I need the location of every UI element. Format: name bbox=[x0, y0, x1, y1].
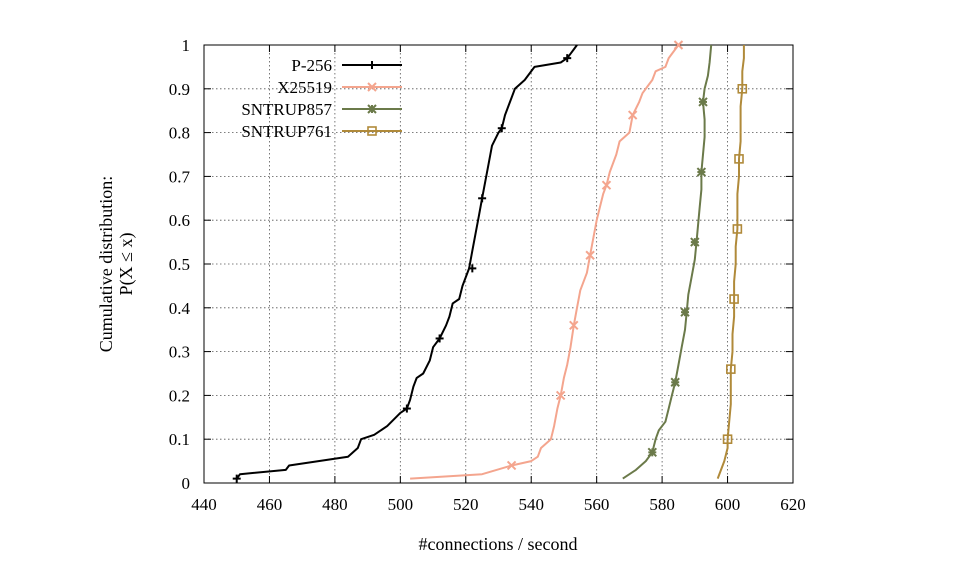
data-point bbox=[497, 124, 506, 133]
data-point bbox=[673, 40, 684, 50]
data-point bbox=[722, 434, 733, 445]
data-point bbox=[435, 334, 444, 343]
legend-label: X25519 bbox=[277, 78, 332, 97]
y-tick-label: 0.1 bbox=[169, 430, 190, 449]
y-tick-labels: 0 0.1 0.2 0.3 0.4 0.5 0.6 0.7 0.8 0.9 1 bbox=[169, 36, 191, 493]
data-point bbox=[569, 320, 579, 331]
y-tick-label: 0.4 bbox=[169, 299, 191, 318]
data-point bbox=[698, 97, 708, 107]
data-point bbox=[402, 404, 411, 413]
y-tick-label: 0.8 bbox=[169, 124, 190, 143]
data-point bbox=[732, 224, 743, 234]
legend: P-256 X25519 SNTRUP857 SNTRUP761 bbox=[241, 56, 402, 141]
x-tick-label: 580 bbox=[649, 495, 675, 514]
legend-label: P-256 bbox=[291, 56, 332, 75]
data-point bbox=[627, 110, 638, 120]
legend-label: SNTRUP857 bbox=[241, 100, 332, 119]
y-tick-label: 1 bbox=[182, 36, 191, 55]
x-tick-label: 520 bbox=[453, 495, 479, 514]
series-line bbox=[410, 44, 680, 480]
data-point bbox=[555, 390, 566, 401]
series-line bbox=[235, 44, 578, 480]
data-point bbox=[585, 250, 595, 260]
series-sntrup857 bbox=[622, 44, 713, 480]
y-axis-label: Cumulative distribution: P(X ≤ x) bbox=[96, 176, 137, 353]
x-axis-label: #connections / second bbox=[419, 534, 578, 554]
data-point bbox=[726, 364, 736, 374]
data-point bbox=[367, 126, 377, 136]
data-point bbox=[670, 377, 680, 387]
y-tick-label: 0 bbox=[182, 474, 191, 493]
x-tick-label: 460 bbox=[257, 495, 283, 514]
x-tick-label: 540 bbox=[518, 495, 544, 514]
series-p-256 bbox=[232, 44, 578, 483]
series-group bbox=[232, 40, 748, 483]
series-line bbox=[716, 45, 745, 479]
legend-entry: SNTRUP857 bbox=[241, 100, 402, 119]
data-point bbox=[696, 167, 707, 177]
x-tick-label: 620 bbox=[780, 495, 806, 514]
data-point bbox=[367, 82, 377, 92]
y-tick-label: 0.2 bbox=[169, 386, 190, 405]
data-point bbox=[680, 307, 690, 317]
y-tick-label: 0.3 bbox=[169, 343, 190, 362]
x-tick-label: 600 bbox=[715, 495, 741, 514]
data-point bbox=[690, 237, 700, 247]
y-tick-label: 0.5 bbox=[169, 255, 190, 274]
x-tick-label: 440 bbox=[191, 495, 217, 514]
legend-entry: P-256 bbox=[291, 56, 402, 75]
data-point bbox=[232, 474, 241, 483]
axis-ticks bbox=[203, 44, 794, 484]
data-point bbox=[468, 264, 477, 273]
data-point bbox=[737, 84, 748, 94]
data-point bbox=[563, 54, 572, 63]
x-tick-label: 480 bbox=[322, 495, 348, 514]
series-line bbox=[622, 44, 713, 480]
legend-entry: SNTRUP761 bbox=[241, 122, 402, 141]
series-sntrup761 bbox=[716, 45, 748, 479]
legend-label: SNTRUP761 bbox=[241, 122, 332, 141]
x-tick-labels: 440 460 480 500 520 540 560 580 600 620 bbox=[191, 495, 806, 514]
data-point bbox=[368, 61, 376, 69]
data-point bbox=[734, 154, 744, 164]
data-point bbox=[647, 447, 658, 458]
x-tick-label: 500 bbox=[388, 495, 414, 514]
legend-entry: X25519 bbox=[277, 78, 402, 97]
y-axis-label-line-2: P(X ≤ x) bbox=[116, 233, 137, 296]
y-tick-label: 0.9 bbox=[169, 80, 190, 99]
data-point bbox=[729, 294, 739, 304]
y-axis-label-line-1: Cumulative distribution: bbox=[96, 176, 116, 353]
series-x25519 bbox=[410, 40, 684, 480]
y-tick-label: 0.6 bbox=[169, 211, 190, 230]
grid-lines bbox=[204, 45, 793, 483]
x-tick-label: 560 bbox=[584, 495, 610, 514]
data-point bbox=[478, 194, 487, 203]
data-point bbox=[367, 104, 377, 114]
data-point bbox=[506, 460, 517, 471]
data-point bbox=[601, 180, 612, 190]
y-tick-label: 0.7 bbox=[169, 167, 191, 186]
